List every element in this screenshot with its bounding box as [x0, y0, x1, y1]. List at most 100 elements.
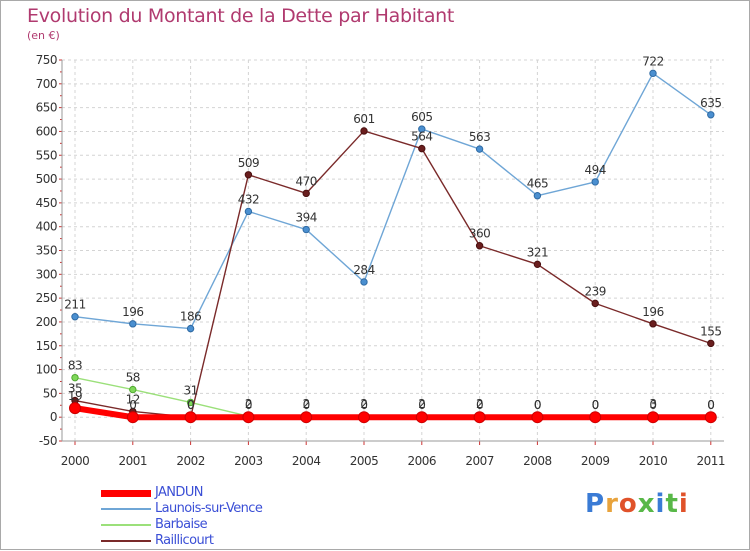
legend-swatch: [101, 540, 151, 542]
data-label: 3: [649, 397, 656, 411]
data-point: [591, 299, 599, 308]
data-label: 186: [180, 310, 201, 324]
y-tick-label: 450: [36, 196, 57, 210]
y-tick-label: 250: [36, 291, 57, 305]
x-tick-label: 2001: [119, 454, 148, 468]
data-point: [533, 192, 542, 200]
logo-letter: i: [678, 489, 689, 519]
logo-letter: P: [585, 489, 606, 519]
logo-letter: x: [637, 489, 656, 519]
data-point: [242, 411, 255, 424]
data-label: 0: [534, 398, 541, 412]
x-tick-label: 2006: [408, 454, 437, 468]
data-point: [358, 411, 370, 424]
y-tick-label: 550: [36, 148, 57, 162]
data-point: [475, 145, 484, 153]
x-tick-label: 2011: [697, 454, 726, 468]
data-label: 465: [527, 177, 548, 191]
legend-label: Barbaise: [155, 517, 208, 532]
legend-item: Raillicourt: [101, 533, 331, 549]
data-point: [71, 373, 79, 382]
logo-letter: t: [665, 489, 679, 519]
legend-item: Launois-sur-Vence: [101, 501, 331, 517]
data-point: [302, 225, 310, 234]
series-line: [72, 405, 714, 421]
data-label: 0: [707, 398, 714, 412]
data-label: 239: [584, 284, 605, 298]
data-point: [129, 320, 137, 328]
chart-subtitle: (en €): [27, 29, 60, 42]
x-tick-label: 2005: [350, 454, 379, 468]
logo-letter: r: [605, 489, 619, 519]
data-label: 601: [353, 112, 374, 126]
data-label: 0: [707, 398, 714, 412]
y-tick-label: 700: [36, 77, 57, 91]
data-label: 605: [411, 110, 432, 124]
data-label: 2: [360, 397, 367, 411]
legend-item: JANDUN: [101, 485, 331, 501]
y-tick-label: 200: [36, 315, 57, 329]
y-tick-label: 150: [36, 339, 57, 353]
chart-title: Evolution du Montant de la Dette par Hab…: [27, 5, 455, 27]
data-label: 722: [642, 54, 663, 68]
data-label: 155: [700, 324, 721, 338]
data-point: [415, 411, 428, 424]
data-label: 0: [303, 398, 310, 412]
x-tick-label: 2009: [581, 454, 610, 468]
data-label: 0: [418, 398, 425, 412]
data-point: [473, 411, 486, 424]
data-point: [360, 278, 368, 286]
data-point: [244, 171, 253, 179]
data-label: 31: [183, 383, 197, 397]
series: [69, 69, 717, 424]
data-label: 470: [295, 174, 316, 188]
y-tick-label: 600: [36, 124, 57, 138]
y-tick-label: 350: [36, 244, 57, 258]
data-point: [531, 411, 544, 424]
data-label: 58: [126, 371, 140, 385]
data-point: [302, 189, 310, 198]
data-point: [707, 339, 715, 348]
data-point: [707, 111, 715, 119]
data-label: 83: [68, 359, 82, 373]
x-tick-label: 2007: [465, 454, 494, 468]
y-tick-label: 750: [36, 53, 57, 67]
data-label: 394: [295, 211, 316, 225]
data-point: [129, 385, 137, 394]
data-label: 284: [353, 263, 374, 277]
logo-letter: o: [618, 489, 638, 519]
grid: [62, 59, 724, 442]
x-tick-label: 2004: [292, 454, 321, 468]
data-point: [649, 69, 657, 78]
data-point: [704, 411, 717, 424]
data-label: 0: [592, 398, 599, 412]
data-point: [418, 144, 426, 153]
data-point: [71, 312, 79, 321]
data-label: 564: [411, 130, 432, 144]
data-label: 19: [68, 389, 82, 403]
data-point: [649, 320, 657, 328]
y-tick-label: 650: [36, 101, 57, 115]
legend-label: JANDUN: [155, 485, 203, 500]
data-label: 635: [700, 96, 721, 110]
legend-swatch: [101, 490, 151, 497]
data-label: 563: [469, 130, 490, 144]
data-point: [300, 411, 313, 424]
data-point: [360, 127, 368, 135]
x-tick-label: 2002: [176, 454, 205, 468]
data-label: 0: [129, 398, 136, 412]
data-label: 0: [592, 398, 599, 412]
proxiti-logo: Proxiti: [585, 489, 689, 519]
y-tick-label: 50: [43, 386, 57, 400]
y-tick-label: 300: [36, 267, 57, 281]
axes: -500501001502002503003504004505005506006…: [36, 53, 726, 468]
legend-label: Raillicourt: [155, 533, 214, 548]
legend-swatch: [101, 508, 151, 510]
data-label: 196: [122, 305, 143, 319]
y-tick-label: 0: [50, 410, 57, 424]
y-tick-label: 100: [36, 363, 57, 377]
data-label: 321: [527, 245, 548, 259]
data-label: 509: [238, 156, 259, 170]
data-point: [126, 411, 139, 424]
